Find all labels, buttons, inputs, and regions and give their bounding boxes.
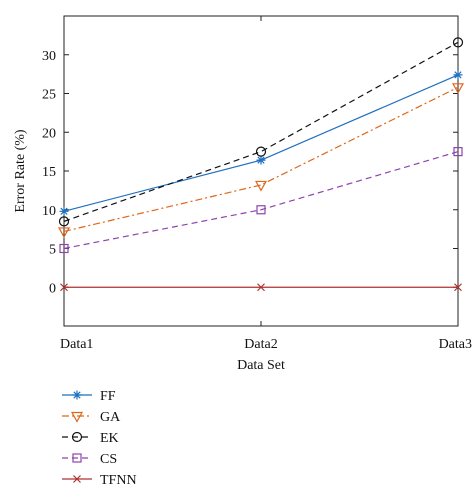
data-point-tfnn	[60, 283, 68, 292]
y-tick-label: 10	[42, 204, 56, 219]
legend-marker-ga	[70, 411, 84, 423]
legend-marker-ek	[71, 431, 83, 443]
legend-label-ff: FF	[100, 389, 116, 404]
y-tick-label: 25	[42, 88, 56, 103]
series-line-ga	[63, 86, 459, 233]
data-point-cs	[453, 147, 463, 157]
x-axis-title: Data Set	[237, 358, 285, 373]
data-point-ff	[453, 70, 463, 80]
y-tick-label: 15	[42, 165, 56, 180]
series-line-ek	[63, 41, 459, 222]
legend-item-ff: FF	[62, 389, 116, 404]
data-point-ek	[255, 146, 267, 157]
series-ek	[58, 37, 464, 227]
legend-label-cs: CS	[100, 452, 117, 467]
legend-item-cs: CS	[62, 452, 117, 467]
legend-marker-ff	[72, 390, 82, 400]
y-axis: 0 5 10 15 20 25 30	[42, 49, 458, 296]
data-point-tfnn	[454, 283, 462, 292]
y-tick-label: 30	[42, 49, 56, 64]
legend: FF GA EK CS TFNN	[62, 389, 137, 488]
data-point-ga	[254, 180, 268, 192]
legend-label-ek: EK	[100, 431, 119, 446]
x-tick-label: Data1	[60, 337, 93, 352]
legend-item-ga: GA	[62, 410, 121, 425]
series-layer	[57, 37, 465, 292]
series-ga	[57, 83, 465, 239]
legend-label-ga: GA	[100, 410, 121, 425]
legend-item-ek: EK	[62, 431, 119, 446]
series-ff	[59, 70, 463, 216]
data-point-cs	[256, 205, 266, 215]
data-point-ga	[451, 83, 465, 95]
y-tick-label: 5	[49, 243, 56, 258]
plot-frame	[63, 15, 459, 327]
legend-marker-cs	[72, 453, 82, 463]
legend-label-tfnn: TFNN	[100, 473, 137, 488]
data-point-ff	[59, 206, 69, 216]
series-cs	[59, 147, 463, 254]
data-point-ek	[58, 216, 70, 227]
y-tick-label: 0	[49, 281, 56, 296]
data-point-ek	[452, 37, 464, 48]
x-axis: Data1 Data2 Data3	[60, 16, 472, 352]
y-tick-label: 20	[42, 126, 56, 141]
x-tick-label: Data3	[439, 337, 472, 352]
y-axis-title: Error Rate (%)	[13, 129, 28, 213]
data-point-tfnn	[257, 283, 265, 292]
legend-item-tfnn: TFNN	[62, 473, 137, 488]
data-point-ga	[57, 227, 71, 239]
series-line-cs	[63, 151, 459, 250]
legend-marker-tfnn	[73, 475, 81, 483]
series-tfnn	[60, 283, 462, 292]
data-point-ff	[256, 155, 266, 165]
x-tick-label: Data2	[244, 337, 277, 352]
data-point-cs	[59, 243, 69, 254]
